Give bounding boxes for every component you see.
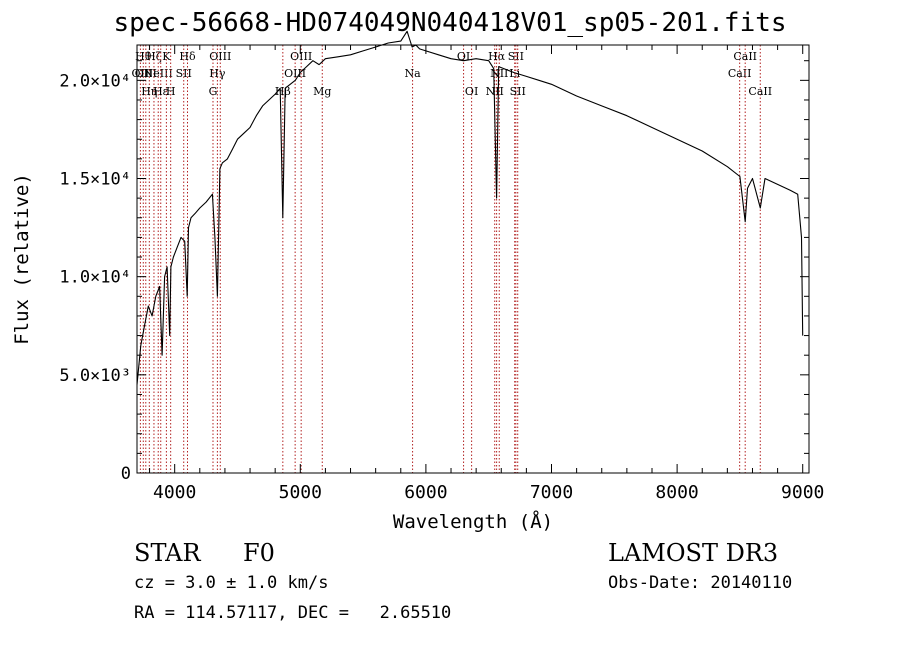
line-marker-label: OII	[132, 67, 150, 80]
line-marker-label: G	[209, 85, 218, 98]
line-marker-label: Hα	[488, 50, 506, 63]
y-tick-label: 5.0×10³	[59, 366, 131, 386]
line-marker-label: OI	[465, 85, 478, 98]
redshift-text: cz = 3.0 ± 1.0 km/s	[134, 573, 329, 593]
line-marker-label: SII	[510, 85, 526, 98]
line-marker-label: OIII	[135, 67, 157, 80]
line-marker-label: Hθ	[135, 50, 152, 63]
line-marker-label: OIII	[209, 50, 231, 63]
line-marker-label: Hε	[153, 85, 169, 98]
y-tick-label: 2.0×10⁴	[59, 71, 131, 91]
line-marker-label: NeIII	[144, 67, 173, 80]
line-marker-label: Hζ	[146, 50, 162, 63]
line-marker-label: Hδ	[179, 50, 196, 63]
survey-label: LAMOST DR3	[608, 539, 779, 567]
y-tick-label: 1.5×10⁴	[59, 170, 131, 190]
class-label: STAR	[134, 539, 201, 567]
obsdate-text: Obs-Date: 20140110	[608, 573, 793, 593]
x-tick-label: 9000	[781, 482, 824, 503]
line-marker-label: Hβ	[275, 85, 291, 98]
line-marker-label: Na	[404, 67, 421, 80]
line-marker-label: SII	[176, 67, 192, 80]
line-marker-label: Mg	[313, 85, 331, 98]
plot-frame	[136, 44, 810, 474]
line-marker-label: K	[162, 50, 171, 63]
y-tick-label: 0	[121, 464, 131, 484]
y-tick-label: 1.0×10⁴	[59, 268, 131, 288]
line-marker-label: OIII	[290, 50, 312, 63]
subclass-label: F0	[243, 539, 275, 567]
coordinates-text: RA = 114.57117, DEC = 2.65510	[134, 603, 452, 623]
line-marker-label: Li	[509, 67, 520, 80]
line-marker-label: CaII	[748, 85, 772, 98]
spectrum-line	[136, 30, 804, 385]
x-axis-label: Wavelength (Å)	[393, 510, 553, 533]
x-tick-label: 7000	[530, 482, 573, 503]
x-tick-label: 8000	[655, 482, 698, 503]
line-marker-label: SII	[508, 50, 524, 63]
x-tick-label: 5000	[279, 482, 322, 503]
x-tick-label: 6000	[404, 482, 447, 503]
line-marker-label: CaII	[728, 67, 752, 80]
line-marker-label: NII	[490, 67, 508, 80]
y-axis-label: Flux (relative)	[11, 173, 33, 345]
x-tick-label: 4000	[153, 482, 196, 503]
line-marker-label: H	[166, 85, 176, 98]
line-marker-label: CaII	[733, 50, 757, 63]
line-marker-label: Hγ	[209, 67, 226, 80]
chart-title: spec-56668-HD074049N040418V01_sp05-201.f…	[113, 8, 787, 38]
line-marker-label: OIII	[284, 67, 306, 80]
line-marker-label: Hη	[141, 85, 157, 98]
